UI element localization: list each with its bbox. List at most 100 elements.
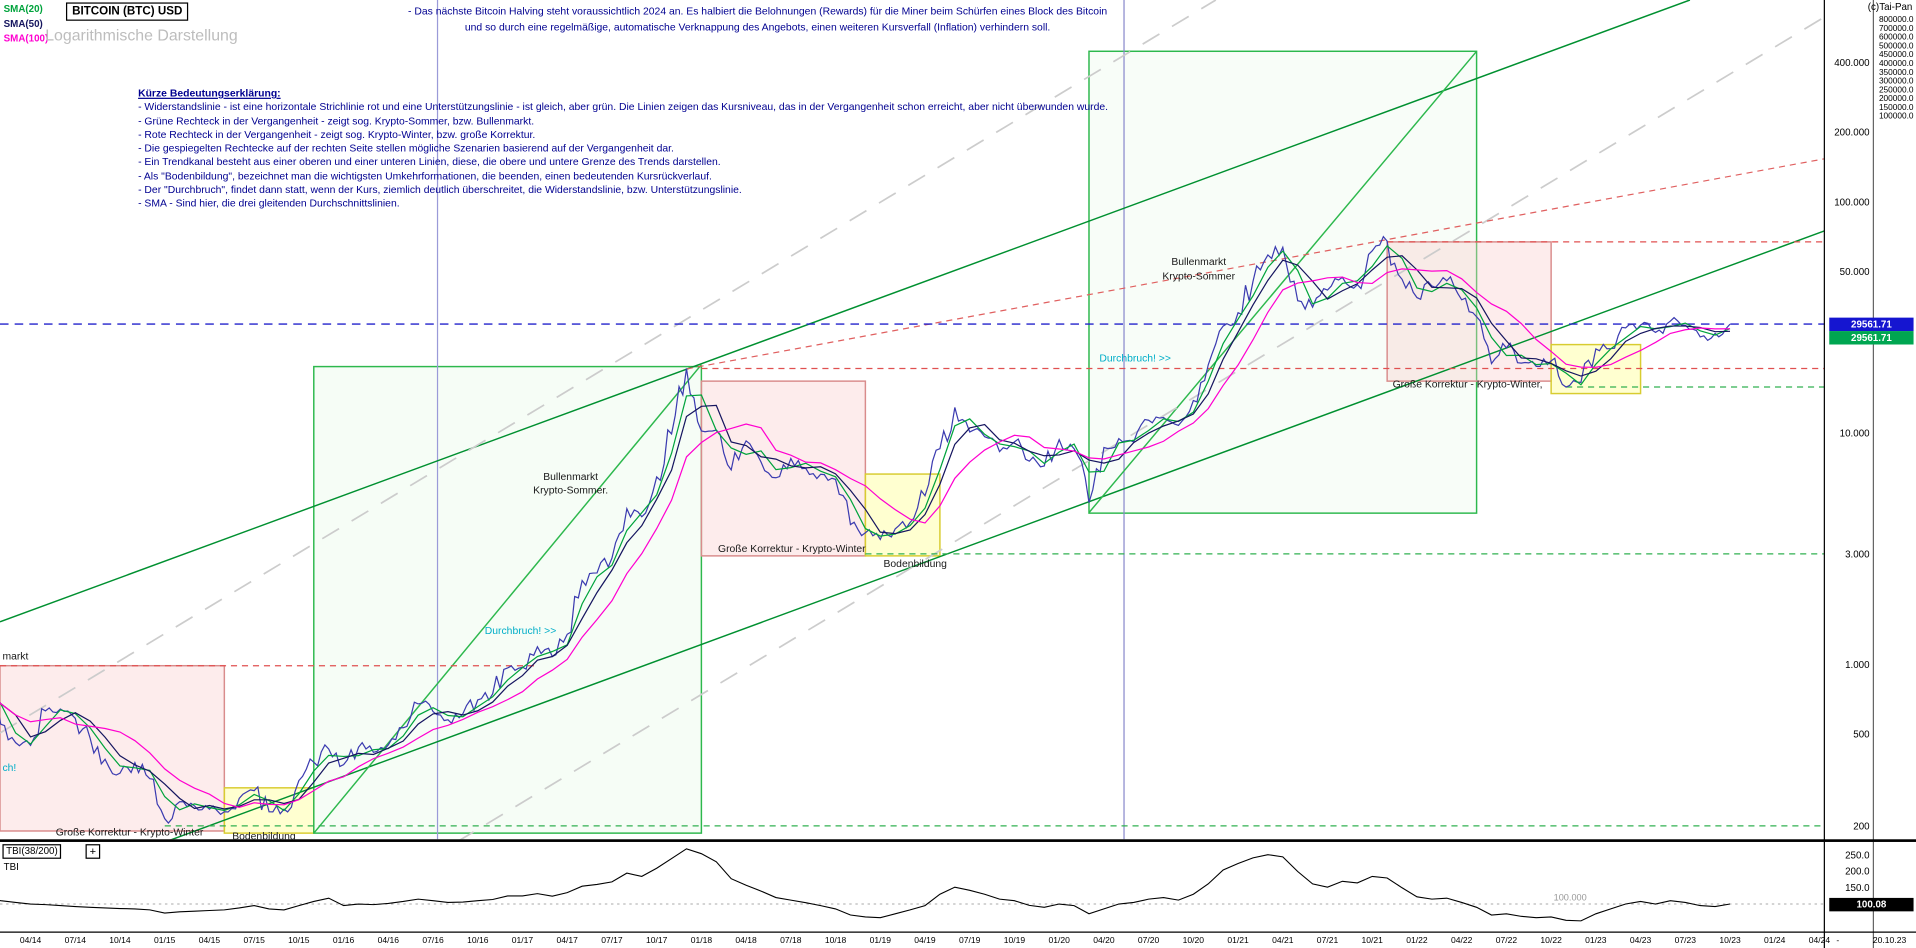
y-axis-label: 200 (1853, 822, 1870, 833)
x-axis-label: 10/15 (288, 935, 310, 945)
explanation-line: - Rote Rechteck in der Vergangenheit - z… (138, 128, 536, 141)
x-axis-label: 10/22 (1540, 935, 1562, 945)
scenario-scale-label: 250000.0 (1879, 84, 1914, 94)
x-axis-label: 01/15 (154, 935, 176, 945)
x-axis-label: 07/20 (1138, 935, 1160, 945)
scale-type-label: Logarithmische Darstellung (45, 25, 238, 44)
current-date-label: 20.10.23 (1873, 935, 1907, 945)
tbi-axis-label: 250.0 (1845, 850, 1870, 861)
chart-title: BITCOIN (BTC) USD (65, 2, 189, 21)
x-axis-label: 04/23 (1630, 935, 1652, 945)
x-axis-label: 07/15 (243, 935, 265, 945)
x-axis-label: 07/16 (422, 935, 444, 945)
y-axis-label: 1.000 (1845, 660, 1870, 671)
sma50-legend-label: SMA(50) (3, 18, 43, 30)
x-axis-label: 01/22 (1406, 935, 1428, 945)
explanation-line: - Die gespiegelten Rechtecke auf der rec… (138, 141, 674, 155)
x-axis-label: 01/20 (1048, 935, 1070, 945)
x-axis-label: 07/22 (1496, 935, 1518, 945)
pane-separator (0, 839, 1916, 842)
x-axis-label: 07/17 (601, 935, 623, 945)
sma-legend: SMA(20) SMA(50) SMA(100) (4, 2, 49, 46)
chart-annotation: ch! (2, 763, 16, 774)
scenario-scale-label: 500000.0 (1879, 40, 1914, 50)
resistance-diagonal (686, 158, 1825, 370)
sma50-line (0, 255, 1731, 810)
last-price-badge: 29561.71 (1829, 317, 1914, 331)
tbi-axis-label: 200.0 (1845, 867, 1870, 878)
sma100-legend-label: SMA(100) (3, 32, 49, 44)
x-axis-label: 01/23 (1585, 935, 1607, 945)
y-axis-label: 3.000 (1845, 550, 1870, 561)
tbi-pane[interactable]: 100.000 (0, 848, 1825, 922)
channel-upper (0, 0, 1691, 623)
chart-annotation: markt (2, 652, 28, 663)
chart-annotation: Große Korrektur - Krypto-Winter (718, 544, 866, 555)
right-axis: 400.000 200.000 100.000 50.000 10.000 3.000 1.… (20, 0, 1914, 948)
explanation-line: - SMA - Sind hier, die drei gleitenden D… (138, 197, 400, 210)
x-axis-label: 04/22 (1451, 935, 1473, 945)
chart-annotation: Durchbruch! >> (485, 626, 557, 637)
bull1-trend (313, 364, 702, 834)
chart-annotation: Bullenmarkt (543, 472, 598, 483)
explanation-line: - Als "Bodenbildung", bezeichnet man die… (138, 169, 712, 182)
explanation-title: Kürze Bedeutungserklärung: (138, 86, 281, 99)
tbi-value-badge: 100.08 (1829, 897, 1914, 911)
x-axis-label: 04/21 (1272, 935, 1294, 945)
chart-annotation: Krypto-Sommer (1162, 272, 1235, 283)
explanation-line: - Widerstandslinie - ist eine horizontal… (138, 100, 1109, 113)
last-price-badge-secondary: 29561.71 (1829, 331, 1914, 345)
chart-annotation: Bullenmarkt (1171, 257, 1226, 268)
tbi-level-label: 100.000 (1554, 892, 1587, 902)
x-axis-label: 10/17 (646, 935, 668, 945)
price-pane: Bullenmarkt Krypto-Sommer. Durchbruch! >> G… (0, 0, 1825, 842)
scenario-scale-label: 400000.0 (1879, 58, 1914, 68)
x-axis-label: 01/24 (1764, 935, 1786, 945)
x-axis-label: 04/20 (1093, 935, 1115, 945)
y-axis-label: 500 (1853, 729, 1870, 740)
halving-annotation-line2: und so durch eine regelmäßige, automatis… (464, 20, 1051, 33)
tbi-pane-name: TBI (3, 861, 19, 873)
scenario-scale-label: 350000.0 (1879, 67, 1914, 77)
chart-annotation: Bodenbildung (232, 831, 296, 842)
chart-annotation: Durchbruch! >> (1099, 354, 1171, 365)
x-axis-label: 10/16 (467, 935, 489, 945)
x-axis-label: 07/14 (65, 935, 87, 945)
explanation-line: - Der "Durchbruch", findet dann statt, w… (138, 183, 742, 196)
tbi-expand-button[interactable]: + (85, 844, 101, 859)
x-axis-label: 10/19 (1004, 935, 1026, 945)
y-axis-label: 10.000 (1840, 429, 1870, 440)
sma20-legend-label: SMA(20) (3, 3, 43, 15)
chart-annotation: Krypto-Sommer. (533, 486, 608, 497)
scenario-scale-label: 700000.0 (1879, 23, 1914, 33)
scenario-scale-label: 150000.0 (1879, 102, 1914, 112)
x-axis-label: 07/21 (1317, 935, 1339, 945)
x-axis-label: 04/18 (735, 935, 757, 945)
tbi-indicator-label: TBI(38/200) (2, 844, 62, 859)
halving-annotation-line1: - Das nächste Bitcoin Halving steht vora… (408, 4, 1108, 18)
explanation-line: - Grüne Rechteck in der Vergangenheit - … (138, 114, 535, 127)
x-axis-label: 01/18 (691, 935, 713, 945)
x-axis-label: 01/16 (333, 935, 355, 945)
x-axis-label: 04/17 (557, 935, 579, 945)
bull2-trend (1088, 50, 1478, 514)
y-axis-label: 400.000 (1834, 58, 1870, 69)
x-axis-label: 04/15 (199, 935, 221, 945)
y-axis-label: 100.000 (1834, 197, 1870, 208)
x-axis-label: 01/17 (512, 935, 534, 945)
longterm-dashed-2 (459, 16, 1825, 840)
x-axis-label: 10/20 (1183, 935, 1205, 945)
scenario-scale-label: 600000.0 (1879, 32, 1914, 42)
legend-explanation-block: Kürze Bedeutungserklärung: - Widerstands… (138, 87, 1108, 211)
x-axis-label: 01/21 (1227, 935, 1249, 945)
scenario-scale-label: 800000.0 (1879, 14, 1914, 24)
x-axis-label: 07/18 (780, 935, 802, 945)
scenario-scale-label: 300000.0 (1879, 76, 1914, 86)
chart-annotation: Große Korrektur - Krypto-Winter (56, 828, 204, 839)
y-axis-label: 50.000 (1840, 267, 1870, 278)
sma100-line (0, 268, 1731, 809)
scenario-scale-label: 100000.0 (1879, 111, 1914, 121)
x-axis-label: 10/14 (109, 935, 131, 945)
